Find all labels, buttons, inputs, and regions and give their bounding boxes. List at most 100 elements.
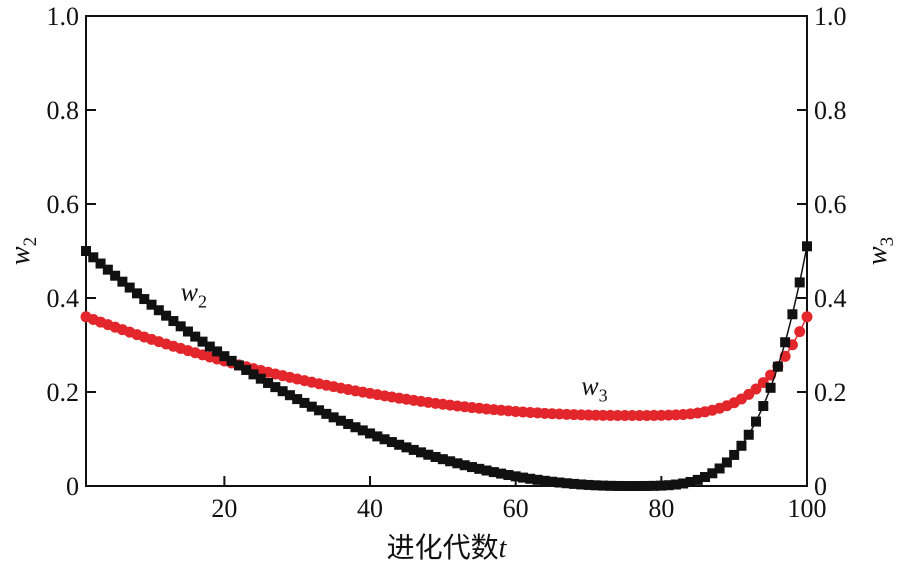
w2-point xyxy=(255,373,266,384)
w2-point xyxy=(197,336,208,347)
w2-point xyxy=(292,394,303,405)
w2-point xyxy=(503,470,514,481)
series-w3 xyxy=(80,311,813,421)
w2-point xyxy=(102,264,113,275)
w2-point xyxy=(707,468,718,479)
w2-point xyxy=(445,456,456,467)
w3-point xyxy=(794,326,806,338)
w2-point xyxy=(612,480,623,491)
y-right-axis-title-text: w3 xyxy=(862,237,898,265)
x-tick-label: 80 xyxy=(648,494,674,523)
w2-point xyxy=(605,480,616,491)
y-left-tick-label: 1.0 xyxy=(47,2,80,31)
w2-point xyxy=(517,472,528,483)
w2-point xyxy=(161,310,172,321)
x-axis-title-variable: t xyxy=(499,533,508,564)
y-right-tick-label: 0.6 xyxy=(814,190,847,219)
w2-point xyxy=(627,480,638,491)
w2-point xyxy=(663,480,674,491)
w2-point xyxy=(590,480,601,491)
w2-point xyxy=(670,479,681,490)
w2-point xyxy=(649,480,660,491)
y-left-tick-label: 0.8 xyxy=(47,96,80,125)
w2-point xyxy=(678,478,689,489)
w2-point xyxy=(539,475,550,486)
w2-point xyxy=(95,258,106,269)
w3-series-label-sub: 3 xyxy=(599,385,608,405)
w2-point xyxy=(794,277,805,288)
y-right-tick-label: 0 xyxy=(814,472,827,501)
w2-point xyxy=(736,440,747,451)
x-axis-title-prefix: 进化代数 xyxy=(387,532,499,564)
y-left-tick-label: 0.2 xyxy=(47,378,80,407)
w2-point xyxy=(729,449,740,460)
w2-point xyxy=(547,476,558,487)
w2-point xyxy=(619,481,630,491)
w2-point xyxy=(335,415,346,426)
y-left-axis-title-base: w xyxy=(5,246,36,265)
w2-point xyxy=(510,471,521,482)
w2-point xyxy=(721,457,732,468)
w2-point xyxy=(394,439,405,450)
w2-point xyxy=(175,321,186,332)
w2-point xyxy=(554,477,565,488)
w2-point xyxy=(263,377,274,388)
w2-point xyxy=(481,465,492,476)
w2-point xyxy=(168,316,179,327)
w2-point xyxy=(488,467,499,478)
w2-point xyxy=(496,468,507,479)
w2-point xyxy=(212,346,223,357)
w2-point xyxy=(270,382,281,393)
w2-point xyxy=(408,444,419,455)
w2-point xyxy=(131,288,142,299)
w2-point xyxy=(758,401,769,412)
y-left-axis-title: w2 xyxy=(5,237,41,265)
w2-point xyxy=(430,451,441,462)
w2-point xyxy=(634,480,645,491)
w2-point xyxy=(328,412,339,423)
y-right-tick-label: 0.2 xyxy=(814,378,847,407)
y-right-tick-label: 0.4 xyxy=(814,284,847,313)
w2-point xyxy=(248,369,259,380)
w2-point xyxy=(772,361,783,372)
x-tick-label: 40 xyxy=(357,494,383,523)
w2-point xyxy=(692,474,703,485)
w2-point xyxy=(277,386,288,397)
w3-series-label: w3 xyxy=(581,371,607,405)
w2-point xyxy=(190,331,201,342)
w2-point xyxy=(110,270,121,281)
x-tick-label: 100 xyxy=(788,494,827,523)
w2-point xyxy=(350,422,361,433)
w2-point xyxy=(765,382,776,393)
w2-point xyxy=(153,305,164,316)
y-left-axis-title-sub: 2 xyxy=(20,237,41,247)
w2-point xyxy=(416,447,427,458)
w2-point xyxy=(743,429,754,440)
series-w2 xyxy=(81,241,812,491)
w2-point xyxy=(299,397,310,408)
y-right-axis-title-base: w xyxy=(862,246,893,265)
w2-point xyxy=(561,478,572,489)
x-axis-title: 进化代数t xyxy=(387,532,508,564)
w2-point xyxy=(532,474,543,485)
w2-point xyxy=(379,434,390,445)
y-right-axis-title: w3 xyxy=(862,237,898,265)
w3-point xyxy=(801,311,813,323)
w2-series-label: w2 xyxy=(181,277,207,311)
y-left-tick-label: 0.6 xyxy=(47,190,80,219)
w2-point xyxy=(117,276,128,287)
w2-point xyxy=(466,462,477,473)
w2-point xyxy=(780,337,791,348)
w2-point xyxy=(343,419,354,430)
w3-series-label-base: w xyxy=(581,371,599,400)
w2-point xyxy=(321,408,332,419)
w2-series-label-base: w xyxy=(181,277,199,306)
w2-point xyxy=(568,478,579,489)
w2-point xyxy=(306,401,317,412)
w2-point xyxy=(219,351,230,362)
w2-point xyxy=(146,299,157,310)
w2-point xyxy=(226,355,237,366)
w2-point xyxy=(656,480,667,491)
